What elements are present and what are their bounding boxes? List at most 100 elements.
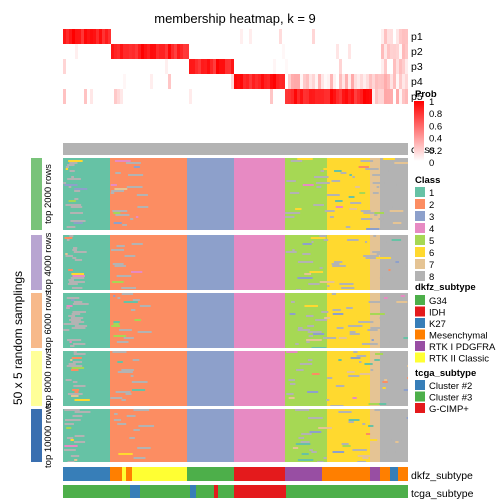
class-block xyxy=(234,293,285,348)
noise-cell xyxy=(70,277,85,279)
prob-cell xyxy=(369,89,372,104)
noise-cell xyxy=(387,393,401,395)
noise-cell xyxy=(331,263,340,265)
noise-cell xyxy=(302,243,312,245)
noise-cell xyxy=(116,341,129,343)
noise-cell xyxy=(290,160,303,162)
noise-cell xyxy=(297,261,314,263)
noise-cell xyxy=(74,411,91,413)
class-legend-swatch xyxy=(415,223,425,233)
noise-cell xyxy=(295,443,311,445)
prob-cell xyxy=(75,29,78,44)
dkfz-cell xyxy=(390,467,398,481)
noise-cell xyxy=(115,214,130,216)
dkfz-legend-label: RTK II Classic xyxy=(429,354,489,365)
noise-cell xyxy=(331,180,341,182)
noise-cell xyxy=(366,228,380,230)
class-legend-label: 7 xyxy=(429,260,434,271)
prob-cell xyxy=(201,59,204,74)
prob-cell xyxy=(342,89,345,104)
prob-cell xyxy=(114,44,117,59)
noise-cell xyxy=(116,275,132,277)
prob-cell xyxy=(357,74,360,89)
noise-cell xyxy=(66,226,76,228)
row-group-bar xyxy=(31,235,42,290)
noise-cell xyxy=(138,425,155,427)
noise-cell xyxy=(113,419,122,421)
prob-cell xyxy=(348,74,351,89)
noise-cell xyxy=(349,333,360,335)
noise-cell xyxy=(301,453,309,455)
noise-cell xyxy=(135,216,139,218)
dkfz-legend-swatch xyxy=(415,329,425,340)
class-block xyxy=(285,351,327,406)
noise-cell xyxy=(365,257,380,259)
prob-cell xyxy=(339,74,342,89)
class-legend-label: 2 xyxy=(429,200,434,211)
noise-cell xyxy=(131,389,146,391)
noise-cell xyxy=(368,425,374,427)
noise-cell xyxy=(382,387,386,389)
prob-cell xyxy=(243,74,246,89)
noise-cell xyxy=(132,299,140,301)
dkfz-cell xyxy=(370,467,380,481)
noise-cell xyxy=(395,441,399,443)
prob-cell xyxy=(264,74,267,89)
noise-cell xyxy=(392,222,402,224)
prob-cell xyxy=(288,74,291,89)
group-separator xyxy=(63,348,408,349)
class-legend-swatch xyxy=(415,187,425,197)
noise-cell xyxy=(70,212,83,214)
dkfz-legend-label: G34 xyxy=(429,296,447,307)
noise-cell xyxy=(324,317,331,319)
noise-cell xyxy=(345,226,351,228)
tcga-legend-swatch xyxy=(415,380,425,390)
noise-cell xyxy=(123,301,138,303)
prob-cell xyxy=(189,89,192,104)
prob-cell xyxy=(336,44,339,59)
class-block xyxy=(234,158,285,230)
prob-legend-gradient xyxy=(414,101,424,161)
prob-cell xyxy=(393,59,396,74)
prob-cell xyxy=(297,74,300,89)
prob-cell xyxy=(300,74,303,89)
noise-cell xyxy=(319,235,327,237)
class-legend-label: 1 xyxy=(429,188,434,199)
prob-cell xyxy=(333,89,336,104)
tcga-legend-swatch xyxy=(415,391,425,402)
noise-cell xyxy=(335,200,343,202)
noise-cell xyxy=(299,363,313,365)
dkfz-legend-swatch xyxy=(415,352,425,363)
prob-cell xyxy=(303,74,306,89)
row-group-bar xyxy=(31,409,42,462)
noise-cell xyxy=(117,297,121,299)
noise-cell xyxy=(289,192,300,194)
noise-cell xyxy=(323,239,329,241)
noise-cell xyxy=(407,365,408,367)
noise-cell xyxy=(112,263,124,265)
noise-cell xyxy=(368,403,381,405)
prob-legend-tick: 0.2 xyxy=(429,146,442,157)
prob-cell xyxy=(315,74,318,89)
dkfz-cell xyxy=(132,467,187,481)
prob-cell xyxy=(354,89,357,104)
noise-cell xyxy=(70,395,79,397)
noise-cell xyxy=(364,363,373,365)
prob-cell xyxy=(381,89,384,104)
noise-cell xyxy=(392,206,396,208)
prob-legend-tick: 0.6 xyxy=(429,121,442,132)
class-block xyxy=(63,158,110,230)
noise-cell xyxy=(110,184,117,186)
prob-row-label-p4: p4 xyxy=(411,76,423,88)
probability-heatmap xyxy=(63,29,408,104)
noise-cell xyxy=(313,333,325,335)
noise-cell xyxy=(297,459,314,461)
annotation-tracks: dkfz_subtype tcga_subtype xyxy=(63,467,474,500)
prob-cell xyxy=(348,44,351,59)
prob-cell xyxy=(120,89,123,104)
noise-cell xyxy=(133,457,146,459)
track-label-dkfz_subtype: dkfz_subtype xyxy=(411,470,473,482)
noise-cell xyxy=(322,337,337,339)
noise-cell xyxy=(113,295,116,297)
